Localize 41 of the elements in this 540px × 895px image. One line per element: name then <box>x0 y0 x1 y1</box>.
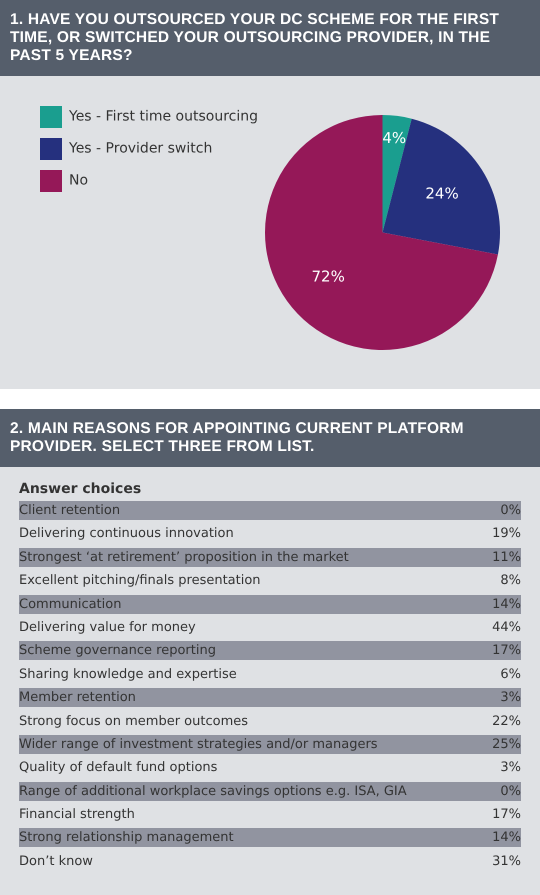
category-label: Client retention <box>19 502 120 520</box>
text: 31% <box>492 854 521 869</box>
text: 6% <box>500 666 521 682</box>
text: 3% <box>500 690 521 706</box>
text: 14% <box>492 596 521 612</box>
text: 17% <box>492 643 521 658</box>
text: 44% <box>492 620 521 635</box>
legend-label: No <box>69 172 88 189</box>
text: 14% <box>492 830 521 846</box>
category-label: Communication <box>19 596 122 614</box>
category-label: Member retention <box>19 689 136 708</box>
category-label: Strong focus on member outcomes <box>19 712 248 731</box>
category-label: Delivering continuous innovation <box>19 525 234 544</box>
category-label: Range of additional workplace savings options e.g. ISA, GIA <box>19 782 407 801</box>
text: 8% <box>500 573 521 588</box>
category-label: Scheme governance reporting <box>19 642 216 660</box>
text: 2. MAIN REASONS FOR APPOINTING CURRENT PLATFORM PROVIDER. SELECT THREE FROM LIST. <box>0 409 540 467</box>
data-label: 72% <box>312 267 345 286</box>
category-label: Sharing knowledge and expertise <box>19 666 237 684</box>
category-label: Strong relationship management <box>19 829 234 848</box>
legend-label: Yes - Provider switch <box>68 140 212 157</box>
chart-title: 1. HAVE YOU OUTSOURCED YOUR DC SCHEME FOR THE FIRST TIME, OR SWITCHED YOUR OUTSOURCING PROVIDER, IN THE PAST 5 YEARS? <box>0 0 540 76</box>
category-label: Quality of default fund options <box>19 759 218 778</box>
text: 3% <box>500 760 521 776</box>
text: 25% <box>492 736 521 752</box>
data-label: 24% <box>425 184 459 203</box>
category-label: Wider range of investment strategies and/or managers <box>19 736 378 754</box>
text: Answer choices <box>19 480 142 499</box>
text: 17% <box>492 807 521 822</box>
category-label: Financial strength <box>19 806 135 824</box>
data-label: 4% <box>382 129 406 148</box>
category-label: Excellent pitching/finals presentation <box>19 572 261 590</box>
category-label: Don’t know <box>19 852 93 871</box>
text: 0% <box>500 784 521 799</box>
text: 11% <box>492 550 521 565</box>
category-label: Delivering value for money <box>19 618 196 637</box>
text: 19% <box>492 526 521 542</box>
legend-label: Yes - First time outsourcing <box>68 108 258 125</box>
category-label: Strongest ‘at retirement’ proposition in the market <box>19 548 349 567</box>
text: 22% <box>492 714 521 729</box>
text: 0% <box>500 503 521 518</box>
